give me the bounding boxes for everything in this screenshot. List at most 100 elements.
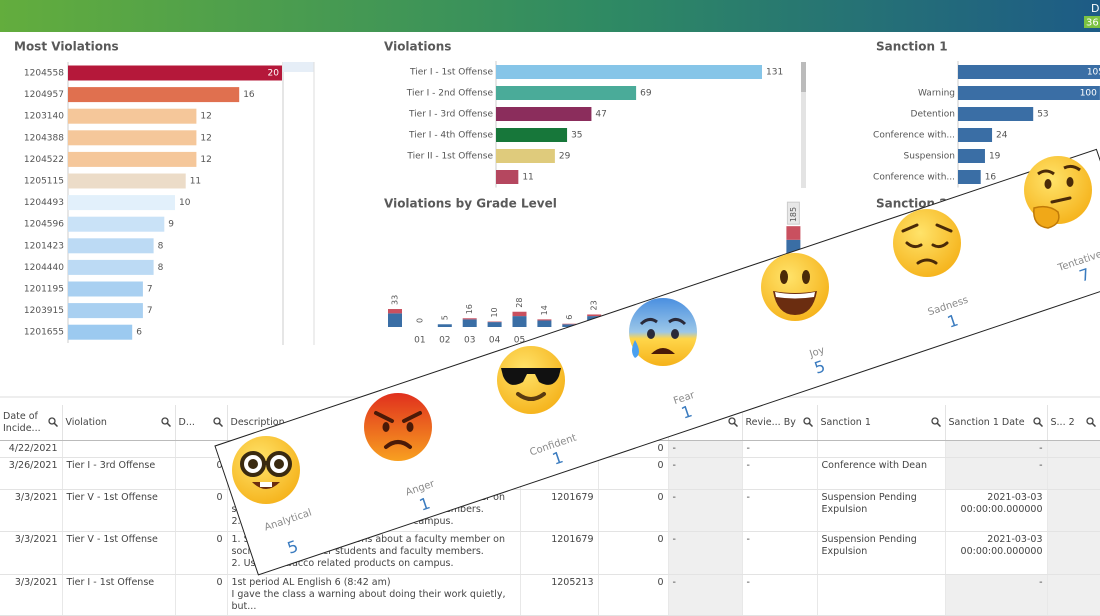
category-label: 1204596 bbox=[24, 220, 64, 230]
value-label: 16 bbox=[985, 173, 997, 183]
bar-chart: Tier I - 1st Offense 131 Tier I - 2nd Offe… bbox=[406, 61, 783, 188]
scrollbar-thumb[interactable] bbox=[801, 62, 806, 92]
value-label: 47 bbox=[595, 110, 606, 120]
column-header-text: Violation bbox=[65, 416, 107, 428]
table-cell: - bbox=[668, 489, 743, 532]
table-cell: Suspension Pending Expulsion bbox=[817, 531, 946, 575]
panel-title: Most Violations bbox=[14, 40, 119, 54]
category-label: 1204957 bbox=[24, 90, 64, 100]
column-segment bbox=[562, 323, 577, 325]
category-label: 03 bbox=[464, 336, 475, 346]
bar bbox=[68, 259, 154, 275]
column-segment bbox=[587, 314, 602, 317]
table-cell bbox=[817, 440, 946, 458]
total-label: 33 bbox=[391, 295, 400, 305]
category-label: 1203915 bbox=[24, 306, 64, 316]
search-icon[interactable] bbox=[727, 417, 738, 427]
category-label: 1204440 bbox=[24, 263, 64, 273]
table-cell: - bbox=[742, 489, 818, 532]
category-label: 1201423 bbox=[24, 241, 64, 251]
panel-title: Sanction 1 bbox=[876, 40, 948, 54]
category-label: 1201655 bbox=[24, 328, 64, 338]
sentiment-overlay: Analytical5Anger1Confident1Fear1Joy5Sadn… bbox=[214, 148, 1100, 576]
column-header[interactable]: Sanction 1 bbox=[817, 405, 946, 441]
category-label: 1201195 bbox=[24, 285, 64, 295]
search-icon[interactable] bbox=[1085, 417, 1096, 427]
category-label: Suspension bbox=[904, 152, 955, 162]
bar bbox=[68, 281, 143, 297]
value-label: 131 bbox=[766, 68, 783, 78]
table-cell: - bbox=[668, 440, 743, 458]
bar bbox=[958, 107, 1034, 121]
total-label: 28 bbox=[515, 298, 524, 308]
label-box bbox=[786, 201, 800, 225]
column-segment bbox=[786, 226, 801, 240]
category-label: Tier I - 3rd Offense bbox=[408, 110, 493, 120]
column-segment bbox=[388, 309, 402, 314]
category-label: Tier I - 2nd Offense bbox=[406, 89, 494, 99]
table-cell: Tier I - 3rd Offense bbox=[62, 457, 176, 490]
bar bbox=[68, 324, 133, 340]
panel-title: Violations by Grade Level bbox=[384, 197, 557, 211]
bar bbox=[68, 65, 282, 81]
table-cell: 1201679 bbox=[520, 531, 599, 575]
bar bbox=[496, 107, 592, 121]
total-label: 14 bbox=[540, 305, 549, 315]
table-cell: 4/22/2021 bbox=[0, 440, 63, 458]
category-label: Warning bbox=[918, 89, 955, 99]
search-icon[interactable] bbox=[802, 417, 813, 427]
bar bbox=[496, 170, 519, 184]
bar-chart: 105 Warning 100 Detention 53 Conference with.… bbox=[873, 61, 1100, 188]
bar bbox=[68, 108, 197, 124]
column-header-text: Sanction 1 bbox=[820, 416, 871, 428]
column-header[interactable]: Date of Incide... bbox=[0, 405, 63, 441]
search-icon[interactable] bbox=[1032, 417, 1043, 427]
bar bbox=[958, 86, 1100, 100]
search-icon[interactable] bbox=[930, 417, 941, 427]
column-header[interactable]: Violation bbox=[62, 405, 176, 441]
category-label: Tier II - 1st Offense bbox=[406, 152, 493, 162]
category-label: Conference with... bbox=[873, 173, 955, 183]
column-header[interactable]: Revie... By bbox=[742, 405, 818, 441]
value-label: 7 bbox=[147, 285, 153, 295]
emoji-joy bbox=[761, 253, 829, 321]
total-label: 10 bbox=[490, 307, 499, 317]
value-label: 100 bbox=[1080, 89, 1097, 99]
search-icon[interactable] bbox=[212, 417, 223, 427]
emoji-fear bbox=[629, 298, 697, 366]
column-header-text: Sanction 1 Date bbox=[948, 416, 1025, 428]
column-header[interactable]: Sanction 1 Date bbox=[945, 405, 1048, 441]
search-icon[interactable] bbox=[160, 417, 171, 427]
column-segment bbox=[537, 320, 552, 327]
table-cell bbox=[1047, 457, 1100, 490]
table-cell: 2021-03-03 00:00:00.000000 bbox=[945, 531, 1048, 575]
column-header-text: Description bbox=[230, 416, 285, 428]
total-label: 16 bbox=[465, 304, 474, 314]
bar bbox=[68, 195, 175, 211]
bar bbox=[958, 128, 993, 142]
bar-chart: 1204558 20 1204957 16 1203140 12 1204388 12 1204… bbox=[24, 62, 282, 343]
table-cell: - bbox=[742, 457, 818, 490]
category-label: 1204558 bbox=[24, 69, 64, 79]
column-segment bbox=[537, 319, 552, 321]
bar bbox=[68, 87, 240, 103]
value-label: 12 bbox=[200, 112, 211, 122]
column-segment bbox=[487, 322, 502, 327]
total-label: 185 bbox=[789, 207, 798, 222]
table-cell bbox=[1047, 531, 1100, 575]
column-header[interactable]: D... bbox=[175, 405, 228, 441]
value-label: 69 bbox=[640, 89, 652, 99]
search-icon[interactable] bbox=[47, 417, 58, 427]
column-header-text: S... 2 bbox=[1050, 416, 1075, 428]
table-cell: 0 bbox=[598, 457, 669, 490]
bar bbox=[496, 65, 762, 79]
column-header[interactable]: S... 2 bbox=[1047, 405, 1100, 441]
bar bbox=[958, 170, 981, 184]
category-label: Tier I - 1st Offense bbox=[409, 68, 493, 78]
category-label: 01 bbox=[414, 336, 425, 346]
table-cell bbox=[1047, 489, 1100, 532]
table-cell: 3/3/2021 bbox=[0, 489, 63, 532]
bar bbox=[496, 149, 555, 163]
